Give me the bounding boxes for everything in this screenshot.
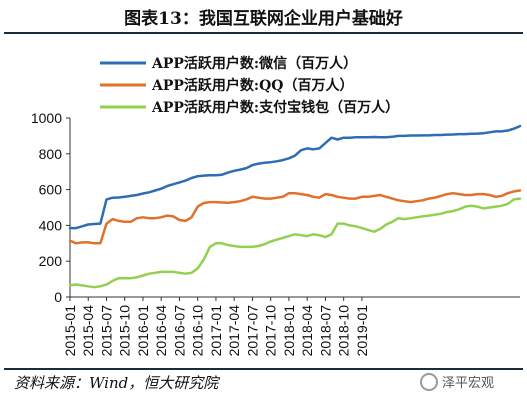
series-line-0 — [68, 124, 522, 230]
x-tick-label: 2017-07 — [244, 305, 260, 357]
x-tick-label: 2015-10 — [117, 305, 133, 357]
x-tick-label: 2018-04 — [299, 305, 315, 357]
x-tick-label: 2018-10 — [336, 305, 352, 357]
x-tick-label: 2017-01 — [208, 305, 224, 357]
x-tick-label: 2016-01 — [135, 305, 151, 357]
footer-divider — [4, 368, 523, 370]
x-tick-label: 2017-04 — [226, 305, 242, 357]
x-tick-label: 2016-10 — [190, 305, 206, 357]
source-note: 资料来源：Wind，恒大研究院 — [14, 374, 219, 392]
x-tick-label: 2019-01 — [354, 305, 370, 357]
x-tick-label: 2016-04 — [153, 305, 169, 357]
x-tick-label: 2016-07 — [171, 305, 187, 357]
legend-label-1: APP活跃用户数:QQ（百万人） — [151, 77, 353, 94]
watermark-text: 泽平宏观 — [442, 376, 495, 391]
y-tick-label: 400 — [39, 217, 63, 233]
x-tick-label: 2017-10 — [263, 305, 279, 357]
series-line-2 — [68, 197, 522, 289]
chart-title: 图表13：我国互联网企业用户基础好 — [124, 9, 403, 29]
wechat-logo-icon — [420, 372, 438, 391]
legend-label-2: APP活跃用户数:支付宝钱包（百万人） — [151, 99, 399, 116]
x-tick-label: 2015-01 — [62, 305, 78, 357]
title-divider — [4, 32, 523, 34]
y-tick-label: 800 — [39, 146, 63, 162]
y-tick-label: 600 — [39, 182, 63, 198]
series-line-1 — [68, 189, 522, 245]
y-tick-label: 1000 — [31, 110, 62, 126]
legend-label-0: APP活跃用户数:微信（百万人） — [151, 55, 357, 72]
y-tick-label: 200 — [39, 253, 63, 269]
x-tick-label: 2018-07 — [317, 305, 333, 357]
x-tick-label: 2015-04 — [80, 305, 96, 357]
y-tick-label: 0 — [54, 289, 62, 305]
watermark: 泽平宏观 — [420, 372, 494, 391]
x-tick-label: 2015-07 — [98, 305, 114, 357]
x-tick-label: 2018-01 — [281, 305, 297, 357]
